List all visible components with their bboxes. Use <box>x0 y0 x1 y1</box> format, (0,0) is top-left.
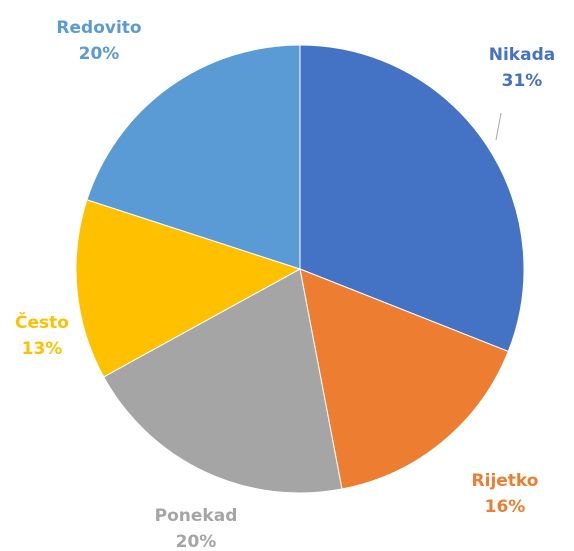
label-nikada-value: 31% <box>502 71 543 91</box>
label-redovito-value: 20% <box>79 44 120 64</box>
label-esto-name: Često <box>15 311 69 333</box>
label-nikada-name: Nikada <box>489 45 555 65</box>
label-rijetko-name: Rijetko <box>472 471 539 491</box>
label-ponekad-name: Ponekad <box>155 506 238 526</box>
label-redovito-name: Redovito <box>56 18 141 38</box>
slice-rijetko <box>299 268 509 490</box>
slice-redovito <box>86 44 301 270</box>
slice-esto <box>75 199 302 378</box>
pie-slices <box>75 44 525 494</box>
pie-labels: Nikada 31% Rijetko 16% Ponekad 20% Često 13% Red… <box>15 18 555 551</box>
slice-nikada <box>299 44 525 353</box>
nikada-leader-line <box>495 112 502 141</box>
label-esto-value: 13% <box>22 339 63 359</box>
label-ponekad-value: 20% <box>176 532 217 551</box>
label-rijetko-value: 16% <box>485 497 526 517</box>
slice-ponekad <box>103 268 343 494</box>
